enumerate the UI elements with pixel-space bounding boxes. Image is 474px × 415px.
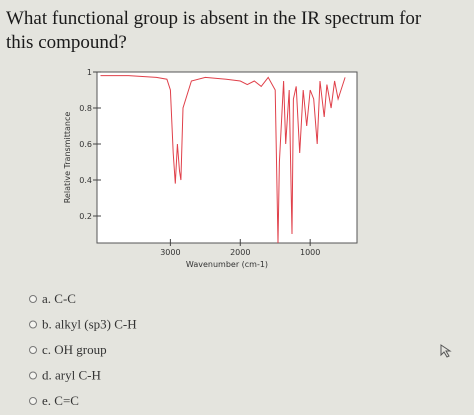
cursor bbox=[440, 344, 452, 358]
radio-button[interactable] bbox=[29, 295, 37, 303]
y-tick-label: 0.2 bbox=[79, 212, 92, 221]
x-tick-label: 3000 bbox=[160, 248, 180, 257]
x-tick-label: 2000 bbox=[230, 248, 250, 257]
x-axis-label: Wavenumber (cm-1) bbox=[186, 260, 268, 269]
chart: 0.2 0.4 0.6 0.8 1 3000 2000 1000 Wavenumber (cm-… bbox=[63, 68, 346, 269]
radio-button[interactable] bbox=[29, 320, 37, 329]
spectrum-line bbox=[100, 75, 346, 244]
y-tick-label: 0.4 bbox=[79, 176, 92, 185]
radio-button[interactable] bbox=[29, 346, 37, 354]
y-tick-label: 0.6 bbox=[79, 140, 92, 149]
question-line: What functional group is absent in the I… bbox=[6, 8, 422, 29]
question-line: this compound? bbox=[6, 32, 127, 53]
y-axis-label: Relative Transmittance bbox=[63, 112, 72, 204]
plot-area bbox=[96, 71, 358, 244]
y-tick-label: 0.8 bbox=[79, 104, 92, 113]
y-tick-label: 1 bbox=[87, 68, 92, 77]
radio-button[interactable] bbox=[29, 371, 37, 380]
option-label[interactable]: e. C=C bbox=[42, 393, 79, 408]
option-label[interactable]: a. C-C bbox=[42, 291, 76, 306]
x-tick-label: 1000 bbox=[300, 248, 320, 257]
options: a. C-C b. alkyl (sp3) C-H c. OH group d. ar… bbox=[29, 291, 137, 408]
option-label[interactable]: c. OH group bbox=[42, 342, 107, 357]
option-label[interactable]: d. aryl C-H bbox=[42, 368, 101, 383]
option-label[interactable]: b. alkyl (sp3) C-H bbox=[42, 317, 137, 332]
radio-button[interactable] bbox=[29, 397, 37, 405]
